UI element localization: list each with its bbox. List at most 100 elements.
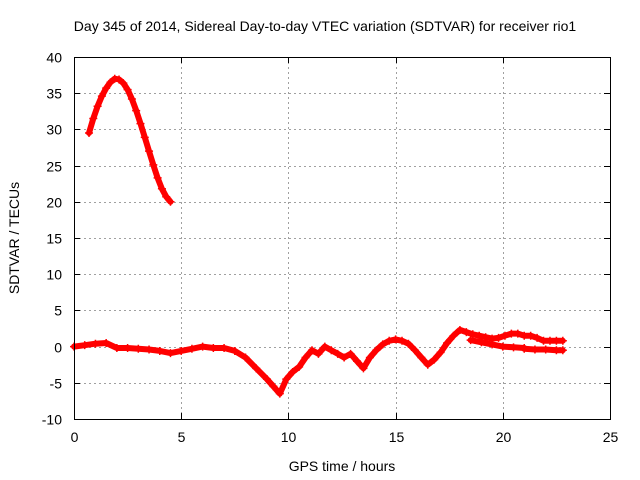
data-point: [475, 331, 484, 340]
data-point: [526, 331, 535, 340]
data-point: [209, 344, 218, 353]
x-axis-label: GPS time / hours: [289, 458, 396, 474]
x-tick-label: 0: [71, 429, 79, 445]
data-point: [509, 343, 518, 352]
data-point: [136, 119, 145, 128]
data-point: [558, 336, 567, 345]
data-point: [119, 79, 128, 88]
data-point: [262, 375, 271, 384]
data-point: [404, 339, 413, 348]
data-point: [391, 335, 400, 344]
data-point: [288, 367, 297, 376]
y-tick-label: -5: [50, 376, 63, 392]
y-tick-label: 0: [54, 340, 62, 356]
series-group: [70, 325, 567, 398]
data-point: [89, 114, 98, 123]
data-point: [417, 353, 426, 362]
data-point: [106, 78, 115, 87]
data-point: [140, 133, 149, 142]
data-point: [127, 94, 136, 103]
data-point: [541, 345, 550, 354]
data-point: [252, 364, 261, 373]
data-point: [153, 173, 162, 182]
x-tick-label: 25: [603, 429, 619, 445]
data-point: [295, 362, 304, 371]
series-group: [85, 74, 175, 206]
data-point: [166, 197, 175, 206]
data-point: [430, 355, 439, 364]
chart-title: Day 345 of 2014, Sidereal Day-to-day VTE…: [74, 18, 577, 34]
x-tick-label: 10: [281, 429, 297, 445]
data-point: [558, 346, 567, 355]
data-point: [498, 342, 507, 351]
data-point: [123, 344, 132, 353]
data-point: [115, 75, 124, 84]
data-point: [520, 344, 529, 353]
x-tick-label: 20: [496, 429, 512, 445]
data-point: [177, 346, 186, 355]
data-point: [466, 336, 475, 345]
data-point: [80, 341, 89, 350]
data-point: [340, 353, 349, 362]
data-point: [468, 330, 477, 339]
data-point: [320, 342, 329, 351]
y-tick-label: 40: [46, 50, 62, 66]
data-point: [410, 346, 419, 355]
data-point: [443, 338, 452, 347]
data-point: [91, 339, 100, 348]
data-point: [230, 346, 239, 355]
data-point: [530, 345, 539, 354]
y-tick-label: 25: [46, 159, 62, 175]
data-point: [301, 353, 310, 362]
data-point: [162, 192, 171, 201]
y-axis-label: SDTVAR / TECUs: [6, 182, 22, 294]
y-tick-label: 15: [46, 231, 62, 247]
data-point: [145, 147, 154, 156]
data-point: [145, 345, 154, 354]
data-point: [102, 84, 111, 93]
data-point: [93, 102, 102, 111]
data-point: [477, 338, 486, 347]
data-point: [449, 331, 458, 340]
data-point: [372, 346, 381, 355]
data-point: [97, 92, 106, 101]
y-tick-label: 20: [46, 195, 62, 211]
data-point: [333, 349, 342, 358]
x-tick-label: 5: [178, 429, 186, 445]
data-point: [494, 333, 503, 342]
data-point: [365, 353, 374, 362]
data-point: [378, 340, 387, 349]
data-point: [198, 342, 207, 351]
x-axis-ticks: 0 5 10 15 20 25: [71, 57, 619, 445]
data-point: [500, 331, 509, 340]
data-point: [533, 333, 542, 342]
series-group: [520, 344, 567, 355]
y-tick-label: 10: [46, 267, 62, 283]
x-tick-label: 15: [389, 429, 405, 445]
data-point: [85, 129, 94, 138]
data-point: [455, 325, 464, 334]
data-point: [269, 382, 278, 391]
data-point: [314, 349, 323, 358]
data-point: [385, 336, 394, 345]
data-point: [327, 346, 336, 355]
data-point: [481, 333, 490, 342]
data-point: [398, 336, 407, 345]
data-point: [112, 344, 121, 353]
data-point: [102, 338, 111, 347]
data-point: [149, 160, 158, 169]
y-tick-label: -10: [42, 412, 62, 428]
data-point: [275, 389, 284, 398]
data-point: [220, 344, 229, 353]
plot-frame: [74, 57, 611, 420]
data-point: [462, 328, 471, 337]
data-point: [307, 346, 316, 355]
data-point: [132, 106, 141, 115]
y-tick-label: 35: [46, 86, 62, 102]
data-point: [346, 349, 355, 358]
data-point: [134, 344, 143, 353]
series-line: [71, 326, 566, 397]
data-point: [241, 353, 250, 362]
data-point: [123, 85, 132, 94]
